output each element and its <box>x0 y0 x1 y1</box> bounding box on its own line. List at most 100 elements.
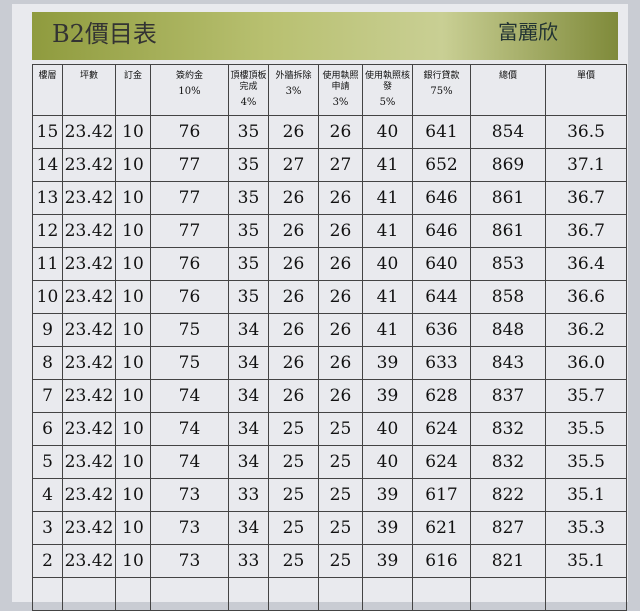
column-percent: 5% <box>379 97 396 108</box>
table-cell: 74 <box>150 445 229 479</box>
table-cell: 75 <box>150 346 229 380</box>
table-cell: 35 <box>228 247 269 281</box>
table-row: 11 23.42 10 76 35 26 26 40 640 853 36.4 <box>32 247 627 281</box>
table-cell: 41 <box>362 148 413 182</box>
table-cell: 10 <box>115 379 151 413</box>
table-row: 7 23.42 10 74 34 26 26 39 628 837 35.7 <box>32 379 627 413</box>
table-cell: 26 <box>268 115 319 149</box>
table-cell: 23.42 <box>62 181 116 215</box>
table-cell: 25 <box>268 412 319 446</box>
table-cell: 9 <box>32 313 63 347</box>
table-cell: 76 <box>150 280 229 314</box>
table-cell: 23.42 <box>62 115 116 149</box>
table-row: 2 23.42 10 73 33 25 25 39 616 821 35.1 <box>32 544 627 578</box>
table-cell: 837 <box>470 379 546 413</box>
empty-cell <box>268 577 319 611</box>
table-cell: 41 <box>362 181 413 215</box>
table-cell: 76 <box>150 247 229 281</box>
table-cell: 25 <box>318 511 363 545</box>
table-cell: 2 <box>32 544 63 578</box>
table-cell: 26 <box>318 379 363 413</box>
table-cell: 73 <box>150 478 229 512</box>
empty-cell <box>62 577 116 611</box>
table-cell: 36.0 <box>545 346 627 380</box>
table-cell: 41 <box>362 214 413 248</box>
table-cell: 36.4 <box>545 247 627 281</box>
column-label: 樓層 <box>38 71 57 81</box>
table-row: 6 23.42 10 74 34 25 25 40 624 832 35.5 <box>32 412 627 446</box>
table-cell: 10 <box>115 214 151 248</box>
empty-cell <box>545 577 627 611</box>
column-label: 訂金 <box>123 71 142 81</box>
table-cell: 23.42 <box>62 445 116 479</box>
table-cell: 15 <box>32 115 63 149</box>
table-cell: 23.42 <box>62 478 116 512</box>
table-cell: 3 <box>32 511 63 545</box>
column-label: 銀行貸款 <box>423 71 460 81</box>
column-header: 頂樓頂板完成 4% <box>228 64 269 116</box>
column-header: 簽約金 10% <box>150 64 229 116</box>
table-cell: 854 <box>470 115 546 149</box>
empty-cell <box>362 577 413 611</box>
table-cell: 26 <box>268 181 319 215</box>
table-cell: 25 <box>268 544 319 578</box>
table-cell: 35 <box>228 214 269 248</box>
table-cell: 10 <box>32 280 63 314</box>
table-cell: 652 <box>412 148 471 182</box>
table-cell: 35 <box>228 280 269 314</box>
table-cell: 10 <box>115 412 151 446</box>
table-cell: 40 <box>362 412 413 446</box>
table-cell: 27 <box>268 148 319 182</box>
column-label: 坪數 <box>79 71 98 81</box>
table-cell: 12 <box>32 214 63 248</box>
table-cell: 26 <box>268 379 319 413</box>
table-cell: 616 <box>412 544 471 578</box>
table-cell: 33 <box>228 544 269 578</box>
column-header: 使用執照核發 5% <box>362 64 413 116</box>
column-header: 單價 <box>545 64 627 116</box>
empty-cell <box>228 577 269 611</box>
table-cell: 26 <box>318 181 363 215</box>
table-cell: 39 <box>362 346 413 380</box>
table-cell: 7 <box>32 379 63 413</box>
table-cell: 26 <box>318 247 363 281</box>
table-cell: 25 <box>268 478 319 512</box>
table-cell: 34 <box>228 412 269 446</box>
table-cell: 77 <box>150 181 229 215</box>
table-cell: 36.7 <box>545 181 627 215</box>
table-cell: 861 <box>470 214 546 248</box>
table-cell: 74 <box>150 379 229 413</box>
table-cell: 624 <box>412 412 471 446</box>
table-cell: 636 <box>412 313 471 347</box>
column-header: 銀行貸款 75% <box>412 64 471 116</box>
table-cell: 73 <box>150 544 229 578</box>
table-cell: 861 <box>470 181 546 215</box>
table-cell: 23.42 <box>62 148 116 182</box>
table-cell: 10 <box>115 148 151 182</box>
table-cell: 35.5 <box>545 445 627 479</box>
table-cell: 10 <box>115 445 151 479</box>
table-cell: 36.2 <box>545 313 627 347</box>
table-cell: 40 <box>362 445 413 479</box>
title-bar <box>32 12 618 60</box>
table-cell: 832 <box>470 445 546 479</box>
column-label: 外牆拆除 <box>275 71 312 81</box>
table-cell: 26 <box>318 214 363 248</box>
table-cell: 848 <box>470 313 546 347</box>
table-cell: 77 <box>150 148 229 182</box>
table-cell: 23.42 <box>62 412 116 446</box>
column-percent: 3% <box>332 97 349 108</box>
table-cell: 39 <box>362 379 413 413</box>
table-cell: 39 <box>362 544 413 578</box>
table-cell: 41 <box>362 313 413 347</box>
table-cell: 23.42 <box>62 544 116 578</box>
table-cell: 35 <box>228 115 269 149</box>
table-cell: 74 <box>150 412 229 446</box>
table-cell: 23.42 <box>62 379 116 413</box>
column-label: 使用執照核發 <box>364 71 410 92</box>
table-cell: 624 <box>412 445 471 479</box>
table-cell: 644 <box>412 280 471 314</box>
table-cell: 25 <box>318 478 363 512</box>
table-cell: 641 <box>412 115 471 149</box>
column-header: 訂金 <box>115 64 151 116</box>
